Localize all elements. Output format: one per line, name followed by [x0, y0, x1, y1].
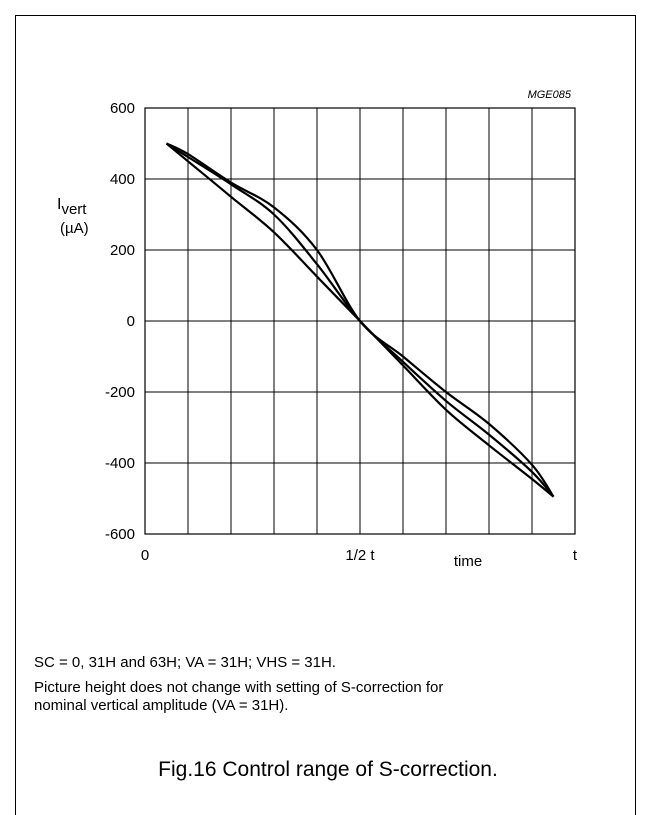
y-tick-labels: 600 400 200 0 -200 -400 -600 — [105, 100, 135, 543]
y-tick-label: -400 — [105, 455, 135, 472]
note-line-2: Picture height does not change with sett… — [34, 679, 444, 696]
plot-border — [144, 107, 576, 535]
s-correction-chart: 600 400 200 0 -200 -400 -600 MGE085 Ivert (µA)… — [57, 89, 578, 570]
y-axis-label-main: I — [57, 196, 61, 213]
x-tick-mid: 1/2 t — [345, 547, 375, 564]
x-tick-start: 0 — [141, 547, 149, 564]
x-tick-end: t — [573, 547, 578, 564]
series-group — [165, 142, 555, 498]
figure-code: MGE085 — [528, 89, 572, 101]
series-line-3 — [166, 142, 555, 498]
y-tick-label: 600 — [110, 100, 135, 117]
y-tick-label: -600 — [105, 526, 135, 543]
x-axis-label: time — [454, 553, 482, 570]
note-line-3: nominal vertical amplitude (VA = 31H). — [34, 697, 289, 714]
figure-frame — [15, 15, 636, 815]
y-tick-label: 0 — [127, 313, 135, 330]
y-axis-label: Ivert — [57, 196, 87, 218]
note-conditions: SC = 0, 31H and 63H; VA = 31H; VHS = 31H… — [34, 654, 336, 671]
y-tick-label: 400 — [110, 171, 135, 188]
y-tick-label: -200 — [105, 384, 135, 401]
figure-caption: Fig.16 Control range of S-correction. — [158, 758, 498, 781]
y-tick-label: 200 — [110, 242, 135, 259]
y-axis-label-subscript: vert — [61, 201, 87, 218]
y-axis-unit: (µA) — [60, 220, 89, 237]
